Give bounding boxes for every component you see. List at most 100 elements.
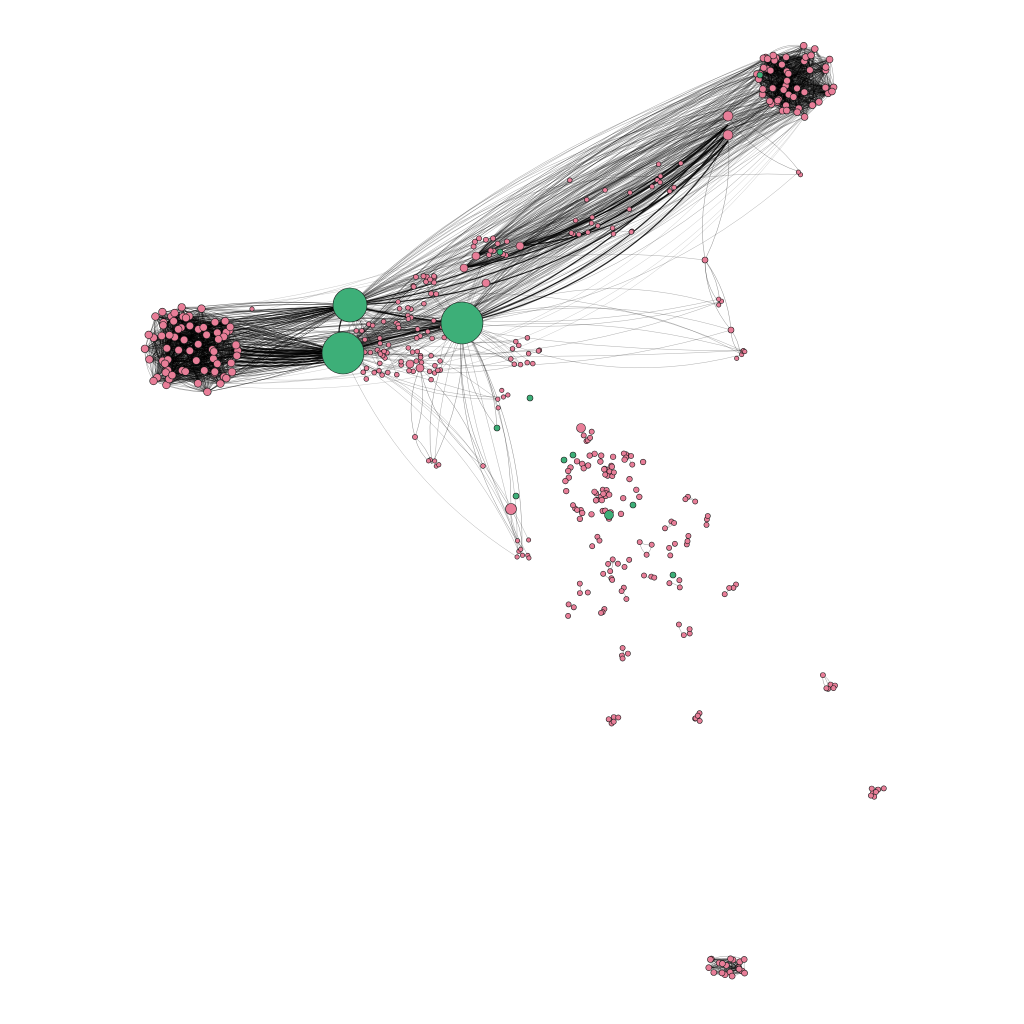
bridge-edge <box>153 112 798 338</box>
satellite-node <box>420 273 427 280</box>
satellite-node <box>377 351 384 357</box>
hang-edge <box>704 134 730 261</box>
bridge-edge <box>237 322 463 352</box>
hub-edge <box>342 254 490 354</box>
hang-edge <box>727 115 801 173</box>
component-node <box>694 712 701 719</box>
bridge-edge <box>342 70 771 354</box>
component-node <box>676 621 682 628</box>
component-node <box>576 515 584 523</box>
cluster-top-right-edge <box>759 73 829 95</box>
component-node <box>591 488 598 495</box>
cluster-left-node <box>200 366 209 375</box>
hub-edge <box>349 217 593 306</box>
cluster-top-right-node <box>789 93 798 101</box>
bridge-edge <box>475 61 805 257</box>
hub-edge <box>349 304 515 365</box>
hang-edge <box>727 115 801 173</box>
bridge-edge <box>197 116 805 389</box>
hub-node-3 <box>440 301 484 345</box>
satellite-node <box>655 161 662 167</box>
hub-edge <box>342 352 520 552</box>
bridge-edge <box>349 59 830 306</box>
component-node <box>600 490 607 497</box>
component-node <box>662 525 668 532</box>
bridge-edge <box>461 87 834 324</box>
satellite-node <box>500 394 506 400</box>
cluster-left-edge <box>166 372 215 386</box>
bridge-edge <box>342 115 729 354</box>
component-node <box>602 471 609 478</box>
bridge-edge <box>218 105 787 340</box>
hub-edge <box>342 250 494 354</box>
bridge-edge <box>475 70 826 257</box>
bridge-edge <box>178 322 463 351</box>
satellite-node <box>414 335 420 341</box>
bridge-edge <box>475 55 812 257</box>
bridge-edge <box>349 101 819 306</box>
component-node <box>623 596 630 602</box>
hang-edge <box>410 367 421 438</box>
hub-edge <box>342 352 523 556</box>
bridge-edge <box>181 89 784 308</box>
cluster-left-node <box>185 321 194 331</box>
component-node <box>615 714 622 721</box>
bridge-edge <box>349 134 729 306</box>
satellite-node <box>490 235 496 242</box>
bridge-edge <box>203 92 805 328</box>
bridge-edge <box>342 105 813 354</box>
bridge-edge <box>223 55 812 340</box>
satellite-node <box>480 463 486 469</box>
connector-node <box>471 251 481 261</box>
bridge-edge <box>349 101 778 306</box>
bridge-edge <box>475 110 786 257</box>
cluster-left-node <box>181 367 190 376</box>
bridge-edge <box>349 112 798 306</box>
bridge-edge <box>213 89 784 352</box>
bridge-edge <box>463 70 771 269</box>
bridge-edge <box>167 96 794 362</box>
bridge-edge <box>475 57 766 257</box>
satellite-node <box>585 229 591 236</box>
satellite-node <box>249 306 255 312</box>
satellite-node <box>429 335 435 342</box>
bridge-edge <box>461 88 798 324</box>
satellite-node <box>410 283 417 290</box>
component-node <box>562 478 569 485</box>
satellite-node <box>394 372 400 378</box>
satellite-node <box>505 392 511 398</box>
component-node <box>823 685 830 692</box>
bridge-edge <box>461 56 806 324</box>
bridge-edge <box>342 93 829 354</box>
bridge-edge <box>461 87 826 324</box>
hub-edge <box>349 180 570 306</box>
satellite-node <box>412 434 418 440</box>
component-node <box>586 452 593 459</box>
component-node <box>610 718 617 725</box>
component-node <box>605 716 612 723</box>
bridge-edge <box>166 304 351 349</box>
cluster-top-right-edge <box>770 70 826 88</box>
cluster-top-right-node <box>811 45 819 53</box>
component-node <box>619 655 626 662</box>
cluster-left-node <box>144 330 153 340</box>
bridge-edge <box>519 94 763 247</box>
hub-edge <box>349 231 633 311</box>
component-node <box>576 423 586 433</box>
satellite-node <box>742 349 748 355</box>
bridge-edge <box>349 92 805 306</box>
cluster-left-node <box>180 335 189 345</box>
cluster-top-right-node <box>768 84 777 92</box>
component-node <box>671 520 677 526</box>
cluster-bottom-node <box>741 969 748 977</box>
bridge-edge <box>463 70 771 269</box>
hub-edge <box>461 231 632 324</box>
satellite-node <box>567 177 573 183</box>
bridge-edge <box>220 94 789 384</box>
component-node <box>588 511 595 518</box>
hub-edge <box>342 352 518 558</box>
satellite-node <box>649 183 655 190</box>
cluster-bottom-node <box>718 969 726 977</box>
component-node <box>686 626 693 632</box>
satellite-node <box>421 301 427 307</box>
